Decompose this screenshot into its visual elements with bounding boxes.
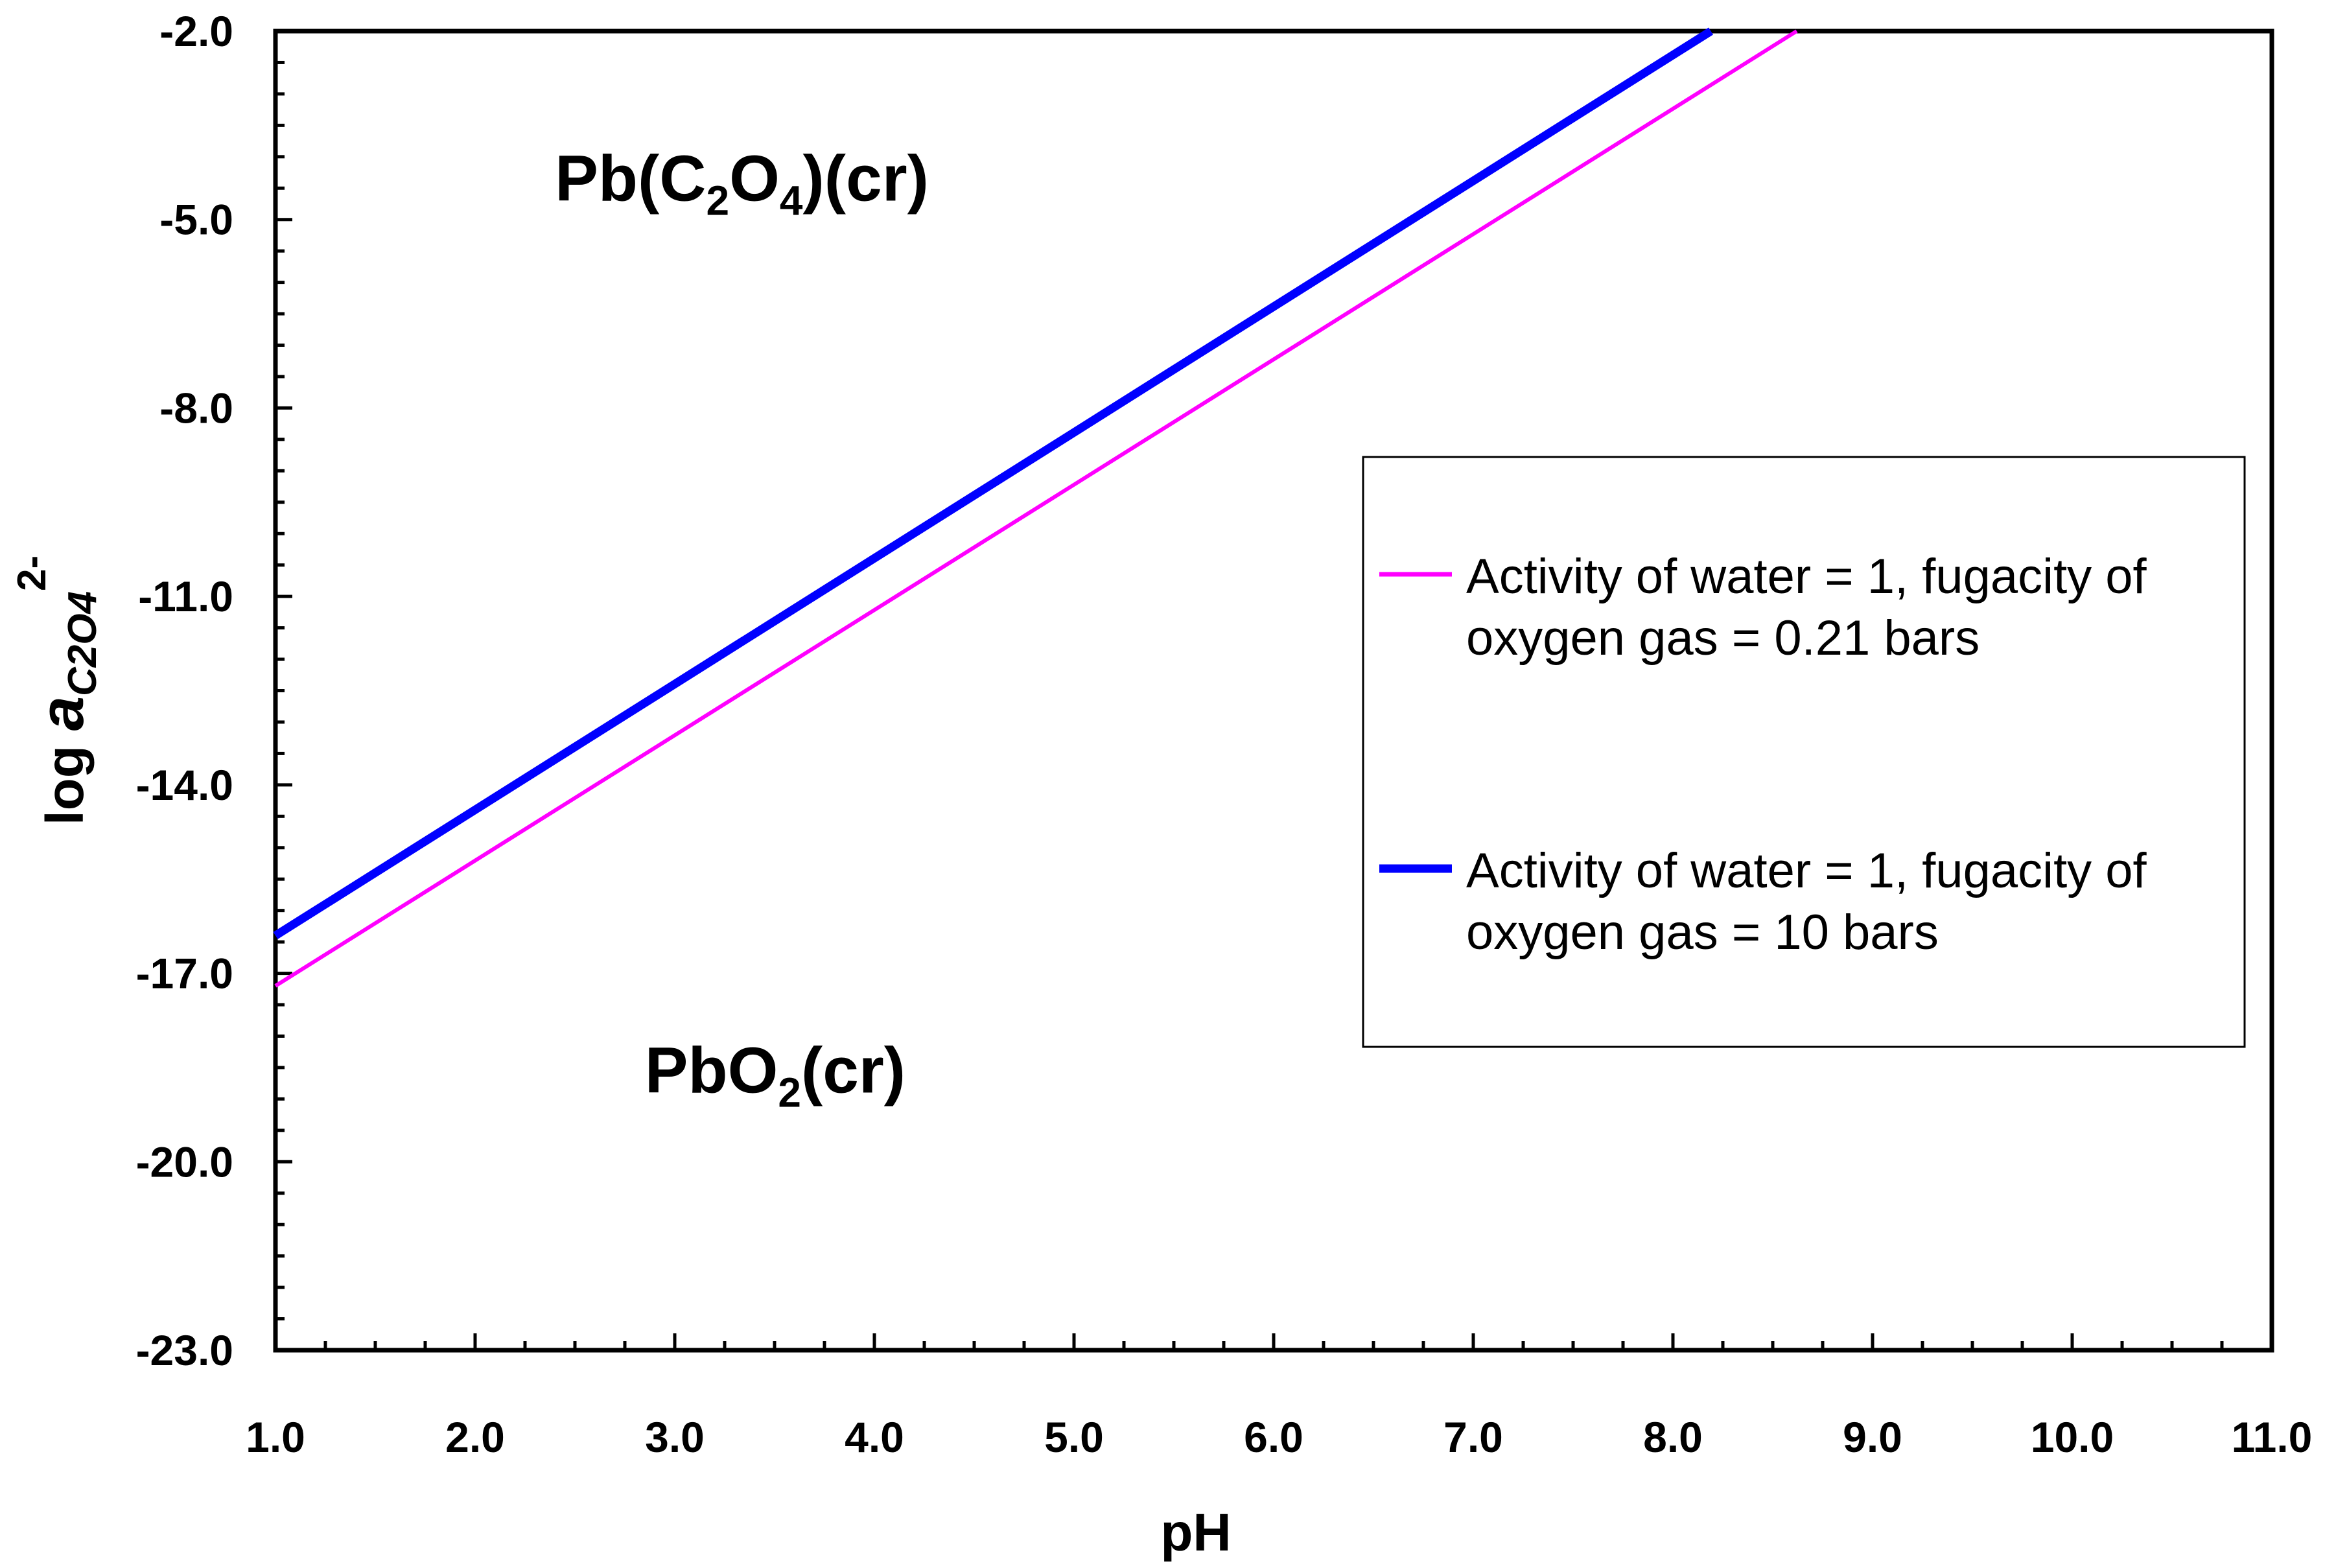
y-tick-label: -11.0 <box>138 572 233 620</box>
x-tick-label: 8.0 <box>1643 1413 1703 1461</box>
y-axis-title: log aC2O42- <box>10 556 105 825</box>
y-tick-label: -23.0 <box>136 1326 233 1374</box>
x-tick-label: 1.0 <box>246 1413 305 1461</box>
x-tick-label: 9.0 <box>1843 1413 1902 1461</box>
y-axis-title-superscript: 2- <box>10 556 54 591</box>
legend-box <box>1362 456 2246 1048</box>
svg-text:log aC2O42-: log aC2O42- <box>10 556 105 825</box>
y-tick-label: -17.0 <box>136 950 233 998</box>
y-tick-labels: -2.0 -5.0 -8.0 -11.0 -14.0 -17.0 -20.0 -23.0 <box>136 7 233 1374</box>
region-labels: Pb(C2O4)(cr) PbO2(cr) <box>555 143 929 1116</box>
y-tick-label: -8.0 <box>159 384 233 432</box>
axis-ticks <box>274 29 2274 1352</box>
x-tick-label: 3.0 <box>645 1413 705 1461</box>
region-label-pb-oxalate: Pb(C2O4)(cr) <box>555 143 929 224</box>
x-tick-label: 4.0 <box>845 1413 904 1461</box>
series-line-o2-021 <box>274 29 1798 988</box>
x-tick-labels: 1.0 2.0 3.0 4.0 5.0 6.0 7.0 8.0 9.0 10.0 11.0 <box>246 1413 2312 1461</box>
legend: Activity of water = 1, fugacity of oxyge… <box>1362 456 2246 1048</box>
y-tick-label: -5.0 <box>159 196 233 244</box>
x-axis-title: pH <box>1160 1503 1231 1562</box>
region-label-pb-dioxide: PbO2(cr) <box>645 1035 905 1116</box>
y-axis-title-subscript: C2O4 <box>60 591 105 696</box>
y-axis-title-symbol: a <box>27 696 97 731</box>
legend-label-o2-10: Activity of water = 1, fugacity of oxyge… <box>1466 843 2160 960</box>
x-tick-label: 6.0 <box>1244 1413 1303 1461</box>
legend-label-o2-021: Activity of water = 1, fugacity of oxyge… <box>1466 549 2160 666</box>
y-axis-title-prefix: log <box>36 731 95 825</box>
x-tick-label: 2.0 <box>445 1413 505 1461</box>
y-tick-label: -2.0 <box>159 7 233 55</box>
x-tick-label: 7.0 <box>1443 1413 1503 1461</box>
x-tick-label: 5.0 <box>1044 1413 1104 1461</box>
x-tick-label: 11.0 <box>2232 1413 2313 1461</box>
x-tick-label: 10.0 <box>2031 1413 2114 1461</box>
series-lines <box>273 27 1798 988</box>
series-line-o2-10 <box>273 27 1713 939</box>
y-tick-label: -20.0 <box>136 1138 233 1186</box>
y-tick-label: -14.0 <box>136 761 233 809</box>
